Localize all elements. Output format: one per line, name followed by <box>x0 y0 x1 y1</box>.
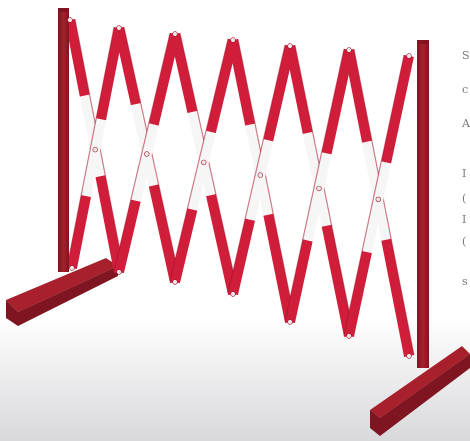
right-post <box>417 42 429 368</box>
slat-red-band <box>206 194 238 296</box>
slat-red-band <box>67 195 91 269</box>
slat-red-band <box>285 45 313 134</box>
right-foot-side <box>380 354 470 436</box>
rivet <box>201 159 207 166</box>
rivet <box>230 291 236 297</box>
slat-red-band <box>263 213 295 323</box>
right-foot-end <box>370 410 380 436</box>
rivet <box>67 17 73 23</box>
slat-shadow-edge <box>113 32 171 272</box>
left-post <box>58 10 69 272</box>
slat-shadow-edge <box>179 32 239 294</box>
slat-red-band <box>321 224 354 337</box>
slat-white-band <box>130 123 159 202</box>
slat-red-band <box>114 26 141 106</box>
slat-shadow-edge <box>284 48 345 322</box>
rivet <box>69 265 75 271</box>
slat-shadow-edge <box>169 38 229 281</box>
cropped-glyph: s <box>462 276 468 288</box>
slat-red-band <box>263 44 295 142</box>
left-foot-bar <box>6 258 118 312</box>
right-post-cap <box>417 40 429 44</box>
rivet <box>406 353 412 359</box>
cropped-glyph: I <box>462 214 467 226</box>
cropped-glyph: S <box>462 50 470 62</box>
rivet <box>116 269 122 275</box>
rivet <box>116 25 122 31</box>
rivet <box>346 47 352 53</box>
slat-red-band <box>321 48 354 155</box>
slat-red-band <box>170 208 198 284</box>
cropped-glyph: I <box>462 168 467 180</box>
cropped-glyph: A <box>462 118 470 130</box>
slat-red-band <box>344 251 372 337</box>
slat-shadow-edge <box>353 48 415 356</box>
slat-shadow-edge <box>66 26 115 268</box>
rivets <box>67 17 412 359</box>
slat-red-band <box>170 32 198 114</box>
slat-red-band <box>96 27 124 121</box>
left-post-cap <box>58 8 69 12</box>
cropped-glyph: ( <box>462 193 467 205</box>
rivet <box>144 151 150 157</box>
rivet <box>92 146 98 153</box>
left-foot-end <box>6 300 18 326</box>
slat-shadow-edge <box>343 54 405 336</box>
rivet <box>172 31 178 37</box>
rivet <box>287 43 293 49</box>
slat-red-band <box>228 218 255 296</box>
rivet <box>172 279 178 285</box>
slat-white-band <box>81 118 106 197</box>
slat-red-band <box>206 38 238 134</box>
slat-red-band <box>381 55 414 164</box>
slat-red-band <box>344 49 372 143</box>
slat-white-band <box>362 161 392 253</box>
left-foot-side <box>18 266 118 326</box>
slat-shadow-edge <box>227 44 286 294</box>
cropped-glyph: ( <box>462 236 467 248</box>
right-foot-bar <box>370 346 470 418</box>
slat-shadow-edge <box>237 38 296 322</box>
back-legs <box>6 258 118 326</box>
slat-red-band <box>114 199 141 274</box>
scissor-slats <box>65 18 415 357</box>
slat-white-band <box>187 130 216 211</box>
rivet <box>230 37 236 43</box>
slat-white-band <box>245 139 274 221</box>
slat-shadow-edge <box>294 44 355 336</box>
slat-white-band <box>302 152 332 242</box>
posts <box>58 8 470 436</box>
rivet <box>406 53 412 59</box>
slat-red-band <box>148 184 180 284</box>
slat-red-band <box>228 39 255 126</box>
slat-red-band <box>65 19 90 97</box>
rivet <box>375 196 381 203</box>
slat-red-band <box>285 239 313 324</box>
rivet <box>257 172 263 178</box>
rivet <box>316 185 322 192</box>
slat-red-band <box>148 32 180 126</box>
slat-red-band <box>381 238 414 357</box>
cropped-glyph: c <box>462 84 469 96</box>
rivet <box>287 319 293 325</box>
rivet <box>346 333 352 339</box>
slat-red-band <box>95 175 124 273</box>
